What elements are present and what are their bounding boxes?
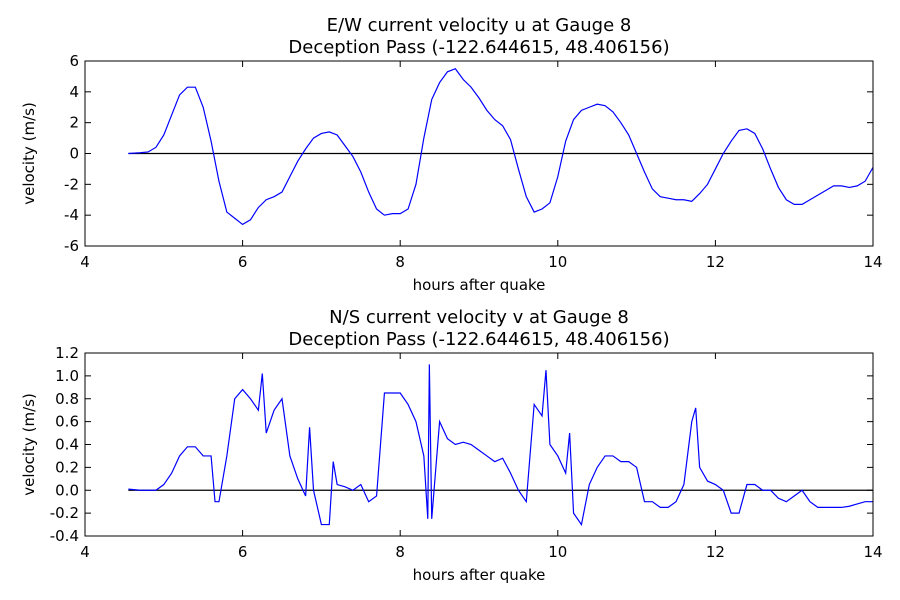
y-tick-label: 0.2	[55, 458, 79, 476]
x-tick-label: 4	[80, 543, 90, 561]
chart-title: E/W current velocity u at Gauge 8	[327, 15, 632, 36]
y-tick-label: 0.6	[55, 413, 79, 431]
chart-title: N/S current velocity v at Gauge 8	[329, 307, 629, 328]
x-tick-label: 6	[238, 253, 248, 271]
plot-frame	[84, 60, 874, 247]
y-tick-label: -4	[64, 206, 79, 224]
y-tick-label: -6	[64, 237, 79, 255]
y-tick-label: -2	[64, 175, 79, 193]
y-tick-label: 4	[69, 83, 79, 101]
x-axis-label: hours after quake	[413, 276, 546, 294]
y-tick-label: 0	[69, 145, 79, 163]
x-tick-label: 14	[863, 253, 882, 271]
x-tick-label: 8	[395, 543, 405, 561]
y-tick-label: 0.8	[55, 390, 79, 408]
y-tick-label: -0.4	[50, 527, 79, 545]
data-line	[128, 67, 874, 226]
y-axis-label: velocity (m/s)	[20, 393, 38, 496]
y-tick-label: 0.4	[55, 436, 79, 454]
x-tick-label: 4	[80, 253, 90, 271]
x-tick-label: 12	[706, 253, 725, 271]
plot-frame	[84, 352, 874, 537]
chart-subtitle: Deception Pass (-122.644615, 48.406156)	[288, 329, 669, 350]
x-tick-label: 10	[548, 543, 567, 561]
y-tick-label: 1.0	[55, 367, 79, 385]
chart-subtitle: Deception Pass (-122.644615, 48.406156)	[288, 37, 669, 58]
x-tick-label: 6	[238, 543, 248, 561]
y-axis-label: velocity (m/s)	[20, 102, 38, 205]
y-tick-label: 1.2	[55, 344, 79, 362]
y-tick-label: -0.2	[50, 504, 79, 522]
y-tick-label: 2	[69, 114, 79, 132]
y-tick-label: 6	[69, 52, 79, 70]
x-tick-label: 12	[706, 543, 725, 561]
data-line	[128, 364, 873, 527]
x-tick-label: 10	[548, 253, 567, 271]
x-axis-label: hours after quake	[413, 566, 546, 584]
x-tick-label: 14	[863, 543, 882, 561]
y-tick-label: 0.0	[55, 481, 79, 499]
x-tick-label: 8	[395, 253, 405, 271]
